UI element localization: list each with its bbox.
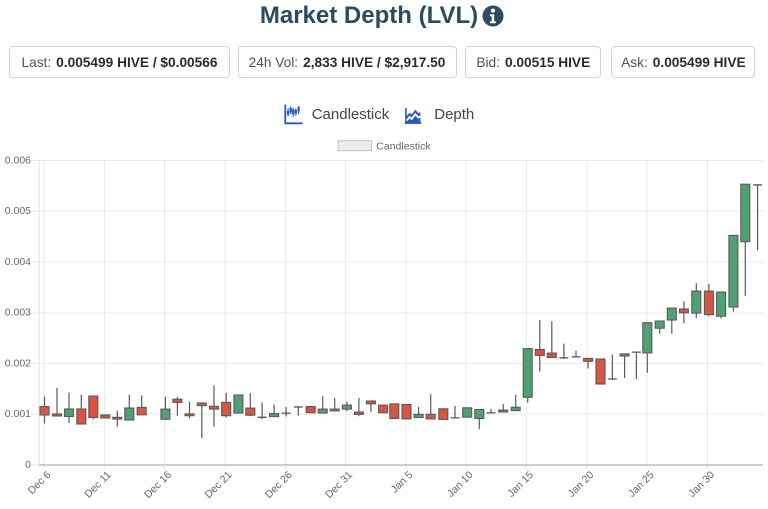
svg-text:Jan 10: Jan 10 (445, 469, 476, 500)
svg-text:0.003: 0.003 (5, 307, 31, 319)
svg-text:Dec 31: Dec 31 (323, 469, 355, 501)
svg-text:0.001: 0.001 (5, 408, 31, 420)
svg-text:Jan 15: Jan 15 (505, 469, 536, 500)
svg-text:0.004: 0.004 (5, 256, 31, 268)
svg-text:Dec 26: Dec 26 (263, 469, 295, 501)
svg-text:Jan 20: Jan 20 (566, 469, 597, 500)
svg-text:Jan 25: Jan 25 (626, 469, 657, 500)
svg-text:Candlestick: Candlestick (376, 141, 431, 153)
svg-text:Jan 5: Jan 5 (389, 469, 416, 496)
svg-text:0.006: 0.006 (5, 154, 31, 166)
svg-text:Dec 6: Dec 6 (26, 469, 54, 497)
svg-text:0.002: 0.002 (5, 357, 31, 369)
svg-text:Jan 30: Jan 30 (686, 469, 717, 500)
svg-text:Dec 21: Dec 21 (202, 469, 234, 501)
svg-text:Dec 16: Dec 16 (142, 469, 174, 501)
svg-text:Dec 11: Dec 11 (82, 469, 114, 501)
svg-text:0: 0 (25, 459, 31, 471)
svg-text:0.005: 0.005 (5, 205, 31, 217)
